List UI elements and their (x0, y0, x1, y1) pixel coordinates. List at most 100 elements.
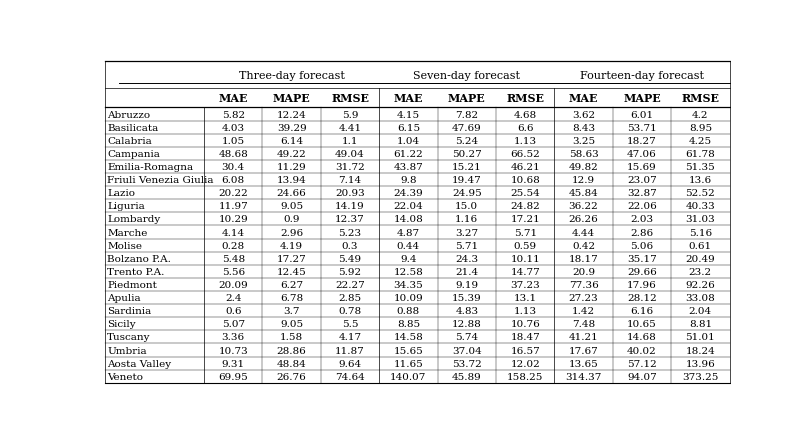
Text: MAPE: MAPE (448, 93, 485, 104)
Text: 10.68: 10.68 (509, 176, 539, 184)
Text: 6.78: 6.78 (280, 293, 303, 302)
Text: 3.62: 3.62 (571, 110, 594, 119)
Text: 1.13: 1.13 (513, 306, 536, 316)
Text: 5.82: 5.82 (221, 110, 245, 119)
Text: 5.23: 5.23 (338, 228, 361, 237)
Text: 15.65: 15.65 (393, 346, 423, 355)
Text: 24.66: 24.66 (277, 189, 306, 198)
Text: 9.8: 9.8 (400, 176, 416, 184)
Text: 14.58: 14.58 (393, 332, 423, 342)
Text: 15.69: 15.69 (626, 163, 656, 171)
Text: 51.35: 51.35 (684, 163, 714, 171)
Text: 13.1: 13.1 (513, 293, 536, 302)
Text: 18.24: 18.24 (684, 346, 714, 355)
Text: Fourteen-day forecast: Fourteen-day forecast (579, 70, 703, 80)
Text: 10.73: 10.73 (218, 346, 248, 355)
Text: 20.09: 20.09 (218, 280, 248, 289)
Text: MAPE: MAPE (622, 93, 660, 104)
Text: 49.22: 49.22 (277, 150, 306, 158)
Text: 34.35: 34.35 (393, 280, 423, 289)
Text: Marche: Marche (107, 228, 148, 237)
Text: 20.49: 20.49 (684, 254, 714, 263)
Text: Umbria: Umbria (107, 346, 147, 355)
Text: 12.58: 12.58 (393, 267, 423, 276)
Text: 4.41: 4.41 (338, 123, 361, 132)
Text: Piedmont: Piedmont (107, 280, 157, 289)
Text: 22.06: 22.06 (626, 202, 656, 211)
Text: 0.61: 0.61 (688, 241, 711, 250)
Text: 0.9: 0.9 (283, 215, 299, 224)
Text: 8.81: 8.81 (688, 319, 711, 329)
Text: 8.85: 8.85 (397, 319, 419, 329)
Text: 5.71: 5.71 (455, 241, 478, 250)
Text: 69.95: 69.95 (218, 372, 248, 381)
Text: 4.15: 4.15 (397, 110, 419, 119)
Text: Liguria: Liguria (107, 202, 144, 211)
Text: 17.21: 17.21 (509, 215, 539, 224)
Text: 17.96: 17.96 (626, 280, 656, 289)
Text: 61.78: 61.78 (684, 150, 714, 158)
Text: 5.71: 5.71 (513, 228, 536, 237)
Text: 6.16: 6.16 (629, 306, 653, 316)
Text: 3.25: 3.25 (571, 136, 594, 145)
Text: 5.48: 5.48 (221, 254, 245, 263)
Text: 6.27: 6.27 (280, 280, 303, 289)
Text: 18.27: 18.27 (626, 136, 656, 145)
Text: 29.66: 29.66 (626, 267, 656, 276)
Text: 3.27: 3.27 (455, 228, 478, 237)
Text: 4.87: 4.87 (397, 228, 419, 237)
Text: 11.29: 11.29 (277, 163, 306, 171)
Text: 22.27: 22.27 (335, 280, 364, 289)
Text: 24.82: 24.82 (509, 202, 539, 211)
Text: Apulia: Apulia (107, 293, 140, 302)
Text: 48.68: 48.68 (218, 150, 248, 158)
Text: 52.52: 52.52 (684, 189, 714, 198)
Text: 3.7: 3.7 (283, 306, 299, 316)
Text: 26.26: 26.26 (568, 215, 598, 224)
Text: MAE: MAE (218, 93, 247, 104)
Text: 4.44: 4.44 (571, 228, 594, 237)
Text: Abruzzo: Abruzzo (107, 110, 150, 119)
Text: 15.39: 15.39 (452, 293, 481, 302)
Text: 0.42: 0.42 (571, 241, 594, 250)
Text: 0.44: 0.44 (397, 241, 419, 250)
Text: 12.88: 12.88 (452, 319, 481, 329)
Text: 32.87: 32.87 (626, 189, 656, 198)
Text: 9.05: 9.05 (280, 202, 303, 211)
Text: 26.76: 26.76 (277, 372, 306, 381)
Text: 24.39: 24.39 (393, 189, 423, 198)
Text: 47.69: 47.69 (452, 123, 481, 132)
Text: 16.57: 16.57 (509, 346, 539, 355)
Text: 3.36: 3.36 (221, 332, 245, 342)
Text: 40.02: 40.02 (626, 346, 656, 355)
Text: 5.9: 5.9 (341, 110, 358, 119)
Text: 8.95: 8.95 (688, 123, 711, 132)
Text: 5.16: 5.16 (688, 228, 711, 237)
Text: 5.06: 5.06 (629, 241, 653, 250)
Text: 22.04: 22.04 (393, 202, 423, 211)
Text: 5.24: 5.24 (455, 136, 478, 145)
Text: 49.82: 49.82 (568, 163, 598, 171)
Text: 9.05: 9.05 (280, 319, 303, 329)
Text: 20.93: 20.93 (335, 189, 364, 198)
Text: 158.25: 158.25 (506, 372, 543, 381)
Text: Sardinia: Sardinia (107, 306, 151, 316)
Text: 57.12: 57.12 (626, 359, 656, 368)
Text: 10.09: 10.09 (393, 293, 423, 302)
Text: Trento P.A.: Trento P.A. (107, 267, 165, 276)
Text: 140.07: 140.07 (390, 372, 426, 381)
Text: 18.47: 18.47 (509, 332, 539, 342)
Text: 2.86: 2.86 (629, 228, 653, 237)
Text: 4.83: 4.83 (455, 306, 478, 316)
Text: 12.02: 12.02 (509, 359, 539, 368)
Text: 24.3: 24.3 (455, 254, 478, 263)
Text: 5.49: 5.49 (338, 254, 361, 263)
Text: 28.12: 28.12 (626, 293, 656, 302)
Text: 14.08: 14.08 (393, 215, 423, 224)
Text: 61.22: 61.22 (393, 150, 423, 158)
Text: 13.96: 13.96 (684, 359, 714, 368)
Text: 4.03: 4.03 (221, 123, 245, 132)
Text: 25.54: 25.54 (509, 189, 539, 198)
Text: 9.4: 9.4 (400, 254, 416, 263)
Text: Campania: Campania (107, 150, 160, 158)
